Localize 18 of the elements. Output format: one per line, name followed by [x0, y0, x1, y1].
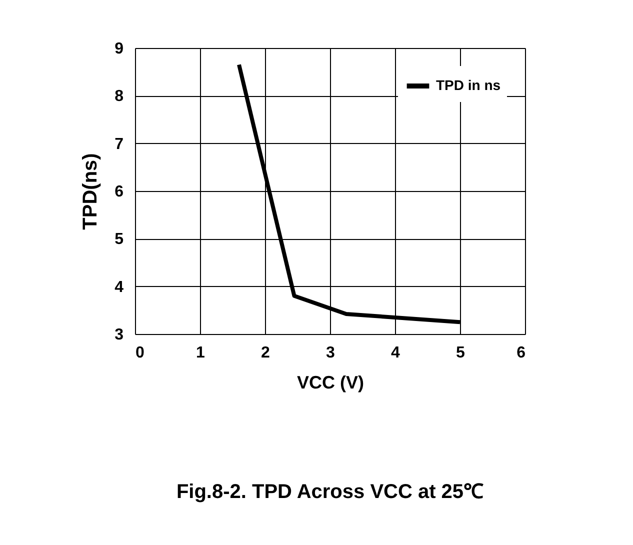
x-tick-label: 2 — [261, 344, 270, 362]
legend-label: TPD in ns — [436, 77, 501, 93]
y-tick-label: 6 — [114, 184, 124, 200]
x-tick-label: 0 — [136, 344, 144, 362]
y-tick-label: 7 — [114, 136, 124, 153]
x-tick-label: 4 — [391, 344, 400, 362]
x-tick-label: 6 — [516, 344, 526, 362]
y-tick-label: 3 — [114, 326, 124, 344]
y-tick-label: 8 — [114, 88, 124, 106]
x-axis-title: VCC (V) — [297, 372, 364, 392]
y-tick-label: 4 — [114, 278, 124, 296]
x-tick-label: 3 — [326, 344, 336, 362]
y-tick-label: 5 — [114, 231, 124, 248]
x-tick-label: 5 — [456, 344, 466, 362]
y-axis-title: TPD(ns) — [80, 153, 102, 230]
text: Fig.8-2. TPD Across VCC at 25℃ — [176, 481, 484, 503]
x-tick-label: 1 — [196, 344, 206, 362]
y-tick-label: 9 — [114, 40, 124, 58]
